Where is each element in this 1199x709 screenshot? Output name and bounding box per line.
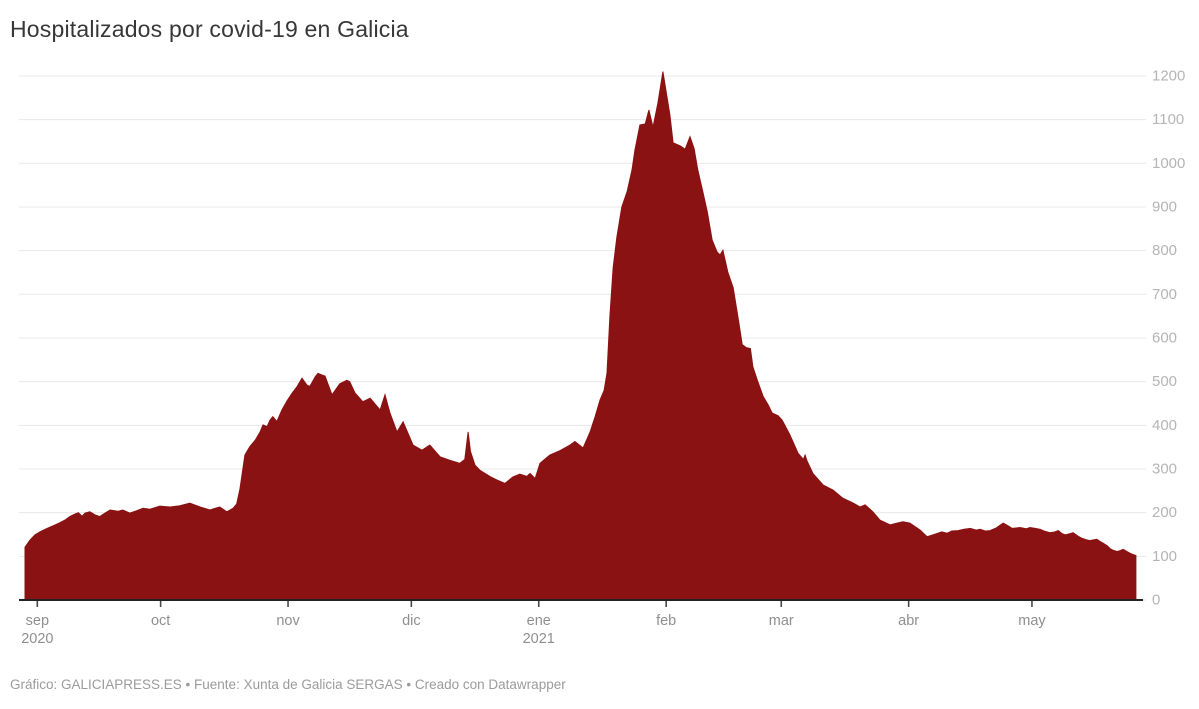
y-axis-label: 1100	[1152, 111, 1184, 128]
x-axis-month-label: feb	[656, 613, 676, 629]
y-axis-label: 200	[1152, 504, 1177, 521]
y-axis-label: 0	[1152, 592, 1160, 609]
y-axis-label: 300	[1152, 460, 1177, 477]
x-axis-month-label: nov	[276, 613, 300, 629]
y-axis-label: 700	[1152, 286, 1177, 303]
hospitalized-area-series	[24, 71, 1137, 601]
x-axis-year-label: 2021	[523, 631, 555, 647]
y-axis-label: 900	[1152, 198, 1177, 215]
x-axis-month-label: abr	[898, 613, 919, 629]
y-axis-label: 400	[1152, 417, 1177, 434]
x-axis-month-label: sep	[26, 613, 49, 629]
x-axis-year-label: 2020	[21, 631, 53, 647]
y-axis-label: 1000	[1152, 155, 1185, 172]
chart-footer-credit: Gráfico: GALICIAPRESS.ES • Fuente: Xunta…	[10, 677, 566, 692]
y-axis-label: 100	[1152, 548, 1177, 565]
y-axis-label: 600	[1152, 329, 1177, 346]
y-axis-label: 1200	[1152, 67, 1185, 84]
y-axis-label: 500	[1152, 373, 1177, 390]
x-axis-month-label: ene	[527, 613, 551, 629]
x-axis-month-label: dic	[402, 613, 421, 629]
x-axis-month-label: may	[1018, 613, 1046, 629]
x-axis-month-label: mar	[769, 613, 794, 629]
chart-title: Hospitalizados por covid-19 en Galicia	[10, 16, 409, 42]
y-axis-label: 800	[1152, 242, 1177, 259]
x-axis-month-label: oct	[151, 613, 170, 629]
